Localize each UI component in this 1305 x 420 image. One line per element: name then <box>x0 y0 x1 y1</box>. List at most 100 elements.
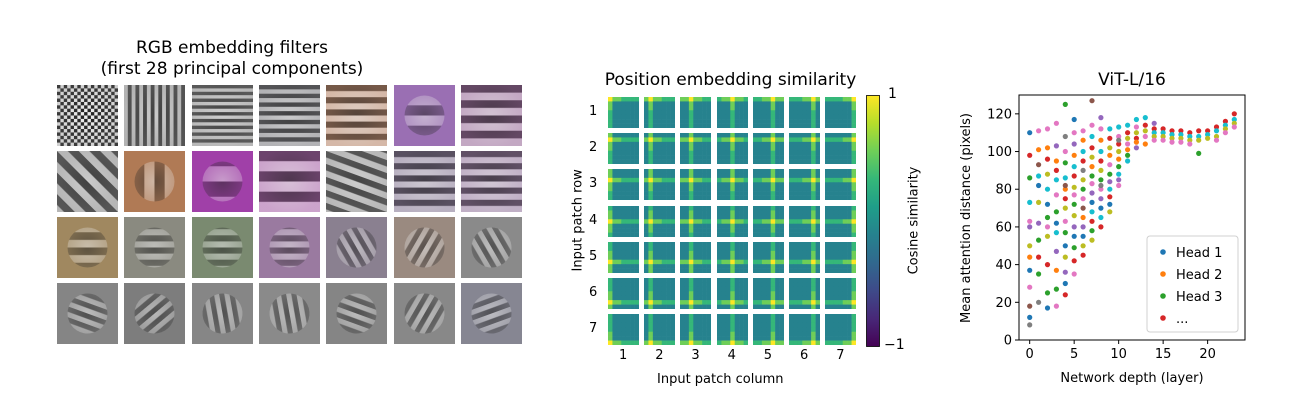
colorbar-tick-bottom: −1 <box>884 337 905 353</box>
filter-tile <box>393 217 455 278</box>
filter-tile <box>258 151 320 212</box>
scatter-point <box>1133 124 1139 130</box>
scatter-point <box>1036 237 1042 243</box>
scatter-point <box>1178 139 1184 145</box>
similarity-tile <box>825 241 857 273</box>
scatter-point <box>1098 167 1104 173</box>
similarity-tile <box>752 241 784 273</box>
similarity-tile <box>752 97 784 128</box>
scatter-point <box>1116 156 1122 162</box>
similarity-tile <box>716 97 748 128</box>
similarity-tile <box>716 278 748 309</box>
scatter-point <box>1027 322 1033 328</box>
scatter-point <box>1133 139 1139 145</box>
scatter-point <box>1098 158 1104 164</box>
x-ticks: 0 5 10 15 20 <box>1026 340 1216 362</box>
x-axis-label: Input patch column <box>657 372 784 387</box>
scatter-point <box>1222 122 1228 128</box>
filter-tile <box>124 283 186 344</box>
scatter-point <box>1187 141 1193 147</box>
similarity-tile <box>752 278 784 309</box>
scatter-point <box>1125 152 1131 158</box>
y-tick-label: 100 <box>987 145 1012 160</box>
scatter-point <box>1187 133 1193 140</box>
filter-tile <box>258 85 320 146</box>
scatter-point <box>1027 199 1033 205</box>
row-tick-label: 2 <box>589 140 598 156</box>
scatter-point <box>1071 164 1077 170</box>
legend-box <box>1146 235 1239 333</box>
scatter-point <box>1080 158 1086 164</box>
scatter-point <box>1027 314 1033 320</box>
scatter-point <box>1116 141 1122 147</box>
scatter-point <box>1160 130 1166 136</box>
similarity-tile <box>644 314 676 346</box>
scatter-point <box>1125 141 1131 147</box>
similarity-tile <box>644 278 676 309</box>
scatter-point <box>1142 115 1148 121</box>
scatter-point <box>1071 192 1077 198</box>
filters-title-line2: (first 28 principal components) <box>100 59 364 79</box>
scatter-point <box>1178 128 1184 134</box>
scatter-point <box>1089 237 1095 243</box>
scatter-point <box>1071 213 1077 219</box>
scatter-point <box>1044 171 1051 177</box>
similarity-tile <box>680 133 712 165</box>
scatter-point <box>1044 201 1051 207</box>
similarity-tile <box>825 133 857 165</box>
scatter-point <box>1036 299 1042 305</box>
similarity-tile <box>644 133 676 165</box>
filter-tile <box>124 85 186 146</box>
legend-marker-head1 <box>1160 249 1166 255</box>
similarity-tile <box>608 241 639 273</box>
similarity-tile <box>789 133 820 165</box>
scatter-point <box>1080 214 1086 221</box>
row-tick-label: 6 <box>589 285 598 300</box>
y-tick-label: 120 <box>987 107 1012 122</box>
scatter-point <box>1036 254 1042 260</box>
scatter-point <box>1133 145 1139 151</box>
scatter-point <box>1027 254 1033 260</box>
scatter-point <box>1062 133 1068 140</box>
scatter-point <box>1116 137 1122 143</box>
scatter-point <box>1107 186 1113 192</box>
scatter-point <box>1080 252 1086 258</box>
scatter-point <box>1044 156 1051 162</box>
scatter-point <box>1071 141 1077 147</box>
scatter-point <box>1196 128 1202 134</box>
scatter-point <box>1213 128 1220 134</box>
scatter-point <box>1062 101 1068 107</box>
similarity-tile <box>825 278 857 309</box>
scatter-point <box>1196 137 1202 143</box>
scatter-point <box>1053 177 1059 183</box>
scatter-point <box>1089 190 1095 196</box>
similarity-tile <box>752 169 784 201</box>
scatter-point <box>1053 192 1059 198</box>
scatter-point <box>1089 173 1095 179</box>
scatter-point <box>1080 243 1086 249</box>
scatter-point <box>1071 184 1077 190</box>
filter-tile <box>258 217 320 278</box>
similarity-tile <box>680 241 712 273</box>
scatter-point <box>1062 182 1068 189</box>
scatter-point <box>1107 179 1113 185</box>
scatter-point <box>1027 303 1033 309</box>
scatter-point <box>1062 269 1068 275</box>
similarity-tile <box>644 241 676 273</box>
filters-title-line1: RGB embedding filters <box>136 38 328 58</box>
scatter-point <box>1080 137 1086 143</box>
filter-tile <box>460 85 522 146</box>
scatter-point <box>1089 145 1095 151</box>
similarity-tile <box>789 97 820 128</box>
row-tick-label: 3 <box>589 176 598 192</box>
scatter-point <box>1036 271 1042 277</box>
scatter-point <box>1071 152 1077 158</box>
filter-tile <box>191 283 253 344</box>
scatter-point <box>1089 164 1095 170</box>
col-tick-label: 3 <box>691 348 700 363</box>
scatter-point <box>1205 135 1211 141</box>
similarity-tile <box>789 314 820 346</box>
scatter-point <box>1125 147 1131 153</box>
position-title: Position embedding similarity <box>604 70 857 90</box>
colorbar-tick-top: 1 <box>888 86 897 102</box>
